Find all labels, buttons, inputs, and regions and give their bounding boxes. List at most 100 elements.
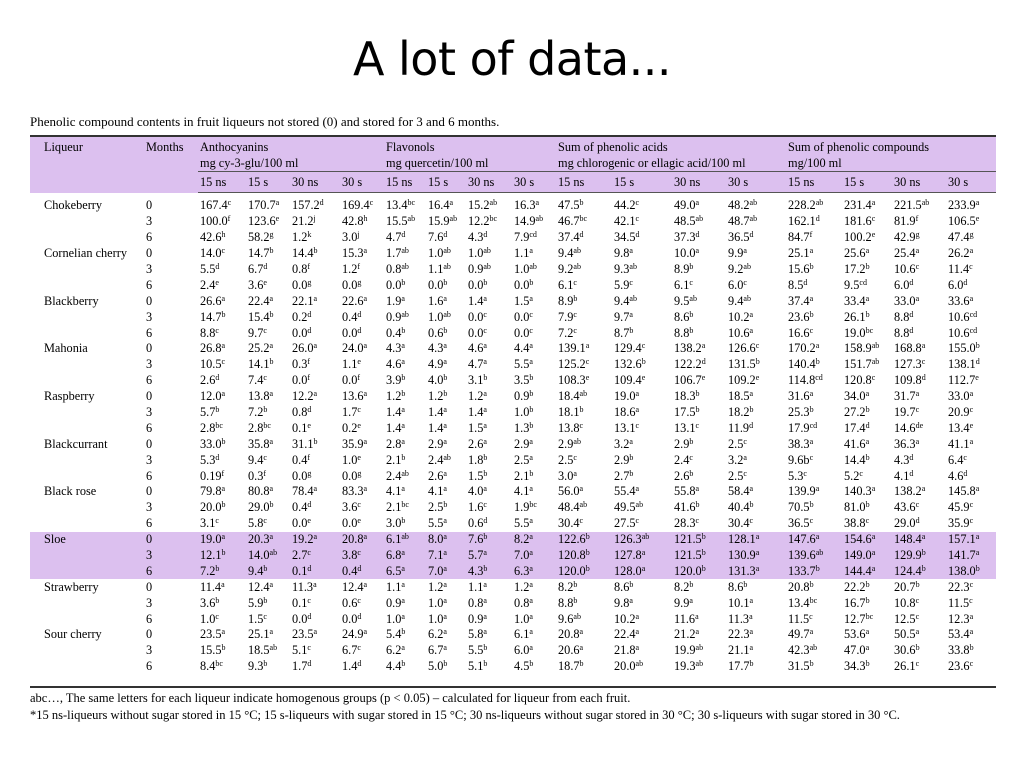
table-cell: 2.7c (290, 547, 340, 564)
table-cell: 6.1ab (384, 531, 426, 548)
table-cell: 9.9a (674, 595, 693, 610)
table-cell: 26.1b (844, 309, 870, 324)
header-flavonols: Flavonols (384, 135, 557, 155)
table-cell: 37.4d (558, 230, 584, 245)
months-value: 3 (146, 500, 153, 515)
table-cell: 4.5b (514, 659, 534, 674)
table-cell: 20.0b (200, 500, 226, 515)
table-cell: 9.3ab (614, 262, 637, 276)
table-cell: 109.2e (728, 373, 760, 388)
table-cell: 1.4a (468, 293, 487, 308)
months-value: 0 (146, 293, 153, 308)
table-cell: 19.9ab (674, 643, 704, 658)
table-cell: 3.2a (728, 452, 747, 467)
table-cell: 2.9b (614, 452, 634, 467)
table-cell: 29.0d (894, 516, 920, 531)
table-cell: 9.7c (248, 325, 267, 340)
subheader-15-ns: 15 ns (384, 171, 426, 193)
table-cell: 2.8a (386, 436, 405, 451)
table-cell: 120.0b (556, 563, 613, 580)
table-cell: 2.4ab (428, 452, 451, 467)
months-value: 0 (146, 627, 153, 642)
table-cell: 80.8a (248, 484, 274, 499)
liqueur-name (30, 547, 144, 564)
table-cell: 0.0d (292, 325, 312, 340)
table-cell: 9.2ab (728, 262, 751, 276)
table-cell: 22.4a (614, 627, 640, 642)
table-cell: 34.0a (844, 389, 870, 404)
table-cell: 9.7a (614, 309, 633, 324)
table-cell: 8.0a (426, 531, 466, 548)
table-cell: 1.2b (386, 389, 406, 404)
table-cell: 81.0b (844, 500, 870, 515)
table-cell: 0.0c (514, 309, 533, 324)
table-cell: 8.9b (674, 262, 694, 276)
table-cell: 231.4a (844, 198, 876, 213)
months-value: 0 (146, 341, 153, 356)
table-cell: 5.3d (200, 452, 220, 467)
table-cell: 0.0d (292, 611, 312, 626)
table-cell: 10.2a (728, 309, 754, 324)
table-cell: 4.3d (894, 452, 914, 467)
table-cell: 9.2ab (558, 262, 581, 276)
table-cell: 1.7ab (386, 246, 409, 261)
table-cell: 2.5a (514, 452, 533, 467)
table-cell: 8.5d (788, 277, 808, 292)
table-cell: 228.2ab (788, 198, 824, 213)
table-row: 6 2.8bc 2.8bc 0.1e 0.2e 1.4a 1.4a 1.5a 1.3b 13.8c… (30, 420, 996, 436)
table-cell: 4.7a (468, 357, 487, 372)
table-cell: 4.1a (386, 484, 405, 499)
table-cell: 19.2a (290, 531, 340, 548)
liqueur-name (30, 516, 144, 532)
table-cell: 6.2a (428, 627, 447, 642)
table-cell: 9.5cd (844, 277, 867, 292)
table-row: 6 1.0c 1.5c 0.0d 0.0d 1.0a 1.0a 0.9a 1.0a 9.6ab 10… (30, 611, 996, 627)
table-cell: 48.2ab (728, 198, 758, 213)
table-cell: 33.8b (948, 643, 974, 658)
table-row: Cornelian cherry 0 14.0c 14.7b 14.4b 15.3a 1.7… (30, 246, 996, 262)
table-cell: 49.5ab (614, 500, 644, 515)
table-cell: 10.1a (728, 595, 754, 610)
months-value: 3 (146, 452, 153, 467)
table-cell: 24.0a (342, 341, 368, 356)
table-cell: 1.5a (514, 293, 533, 308)
table-cell: 167.4c (200, 198, 232, 213)
liqueur-name: Sloe (30, 531, 144, 548)
months-value: 3 (144, 547, 198, 564)
table-cell: 7.0a (512, 547, 557, 564)
table-cell: 58.2g (248, 230, 274, 245)
table-cell: 0.1d (290, 563, 340, 580)
table-cell: 4.0b (428, 373, 448, 388)
table-cell: 20.3a (246, 531, 290, 548)
table-cell: 12.3a (948, 611, 974, 626)
table-cell: 0.0f (342, 373, 361, 388)
table-row: Black rose 0 79.8a 80.8a 78.4a 83.3a 4.1a 4.1a 4… (30, 484, 996, 500)
table-cell: 7.4c (248, 373, 267, 388)
table-cell: 8.2b (674, 579, 694, 594)
table-cell: 7.1a (426, 547, 466, 564)
table-cell: 6.0d (948, 277, 968, 292)
liqueur-name (30, 214, 144, 230)
table-cell: 0.0b (386, 277, 406, 292)
table-cell: 0.9a (468, 611, 487, 626)
table-cell: 6.8a (384, 547, 426, 564)
liqueur-name (30, 659, 144, 679)
table-cell: 22.4a (248, 293, 274, 308)
table-cell: 10.6a (728, 325, 754, 340)
table-cell: 13.4bc (788, 595, 818, 610)
table-row: Strawberry 0 11.4a 12.4a 11.3a 12.4a 1.1a 1.2a 1… (30, 579, 996, 595)
table-cell: 133.7b (786, 563, 843, 580)
table-cell: 55.8a (674, 484, 700, 499)
table-cell: 14.1b (248, 357, 274, 372)
table-cell: 158.9ab (844, 341, 880, 356)
table-cell: 14.4b (844, 452, 870, 467)
liqueur-name (30, 595, 144, 611)
table-row: 3 100.0f 123.6e 21.2j 42.8h 15.5ab 15.9ab 12.2b… (30, 214, 996, 230)
table-cell: 169.4c (342, 198, 374, 213)
table-row: 3 12.1b 14.0ab 2.7c 3.8c 6.8a 7.1a 5.7a 7.0a 120.… (30, 547, 997, 564)
table-cell: 139.1a (558, 341, 590, 356)
table-cell: 11.9d (728, 420, 754, 435)
table-cell: 0.8a (468, 595, 487, 610)
table-cell: 1.0ab (428, 309, 451, 324)
table-cell: 22.3c (948, 579, 974, 594)
